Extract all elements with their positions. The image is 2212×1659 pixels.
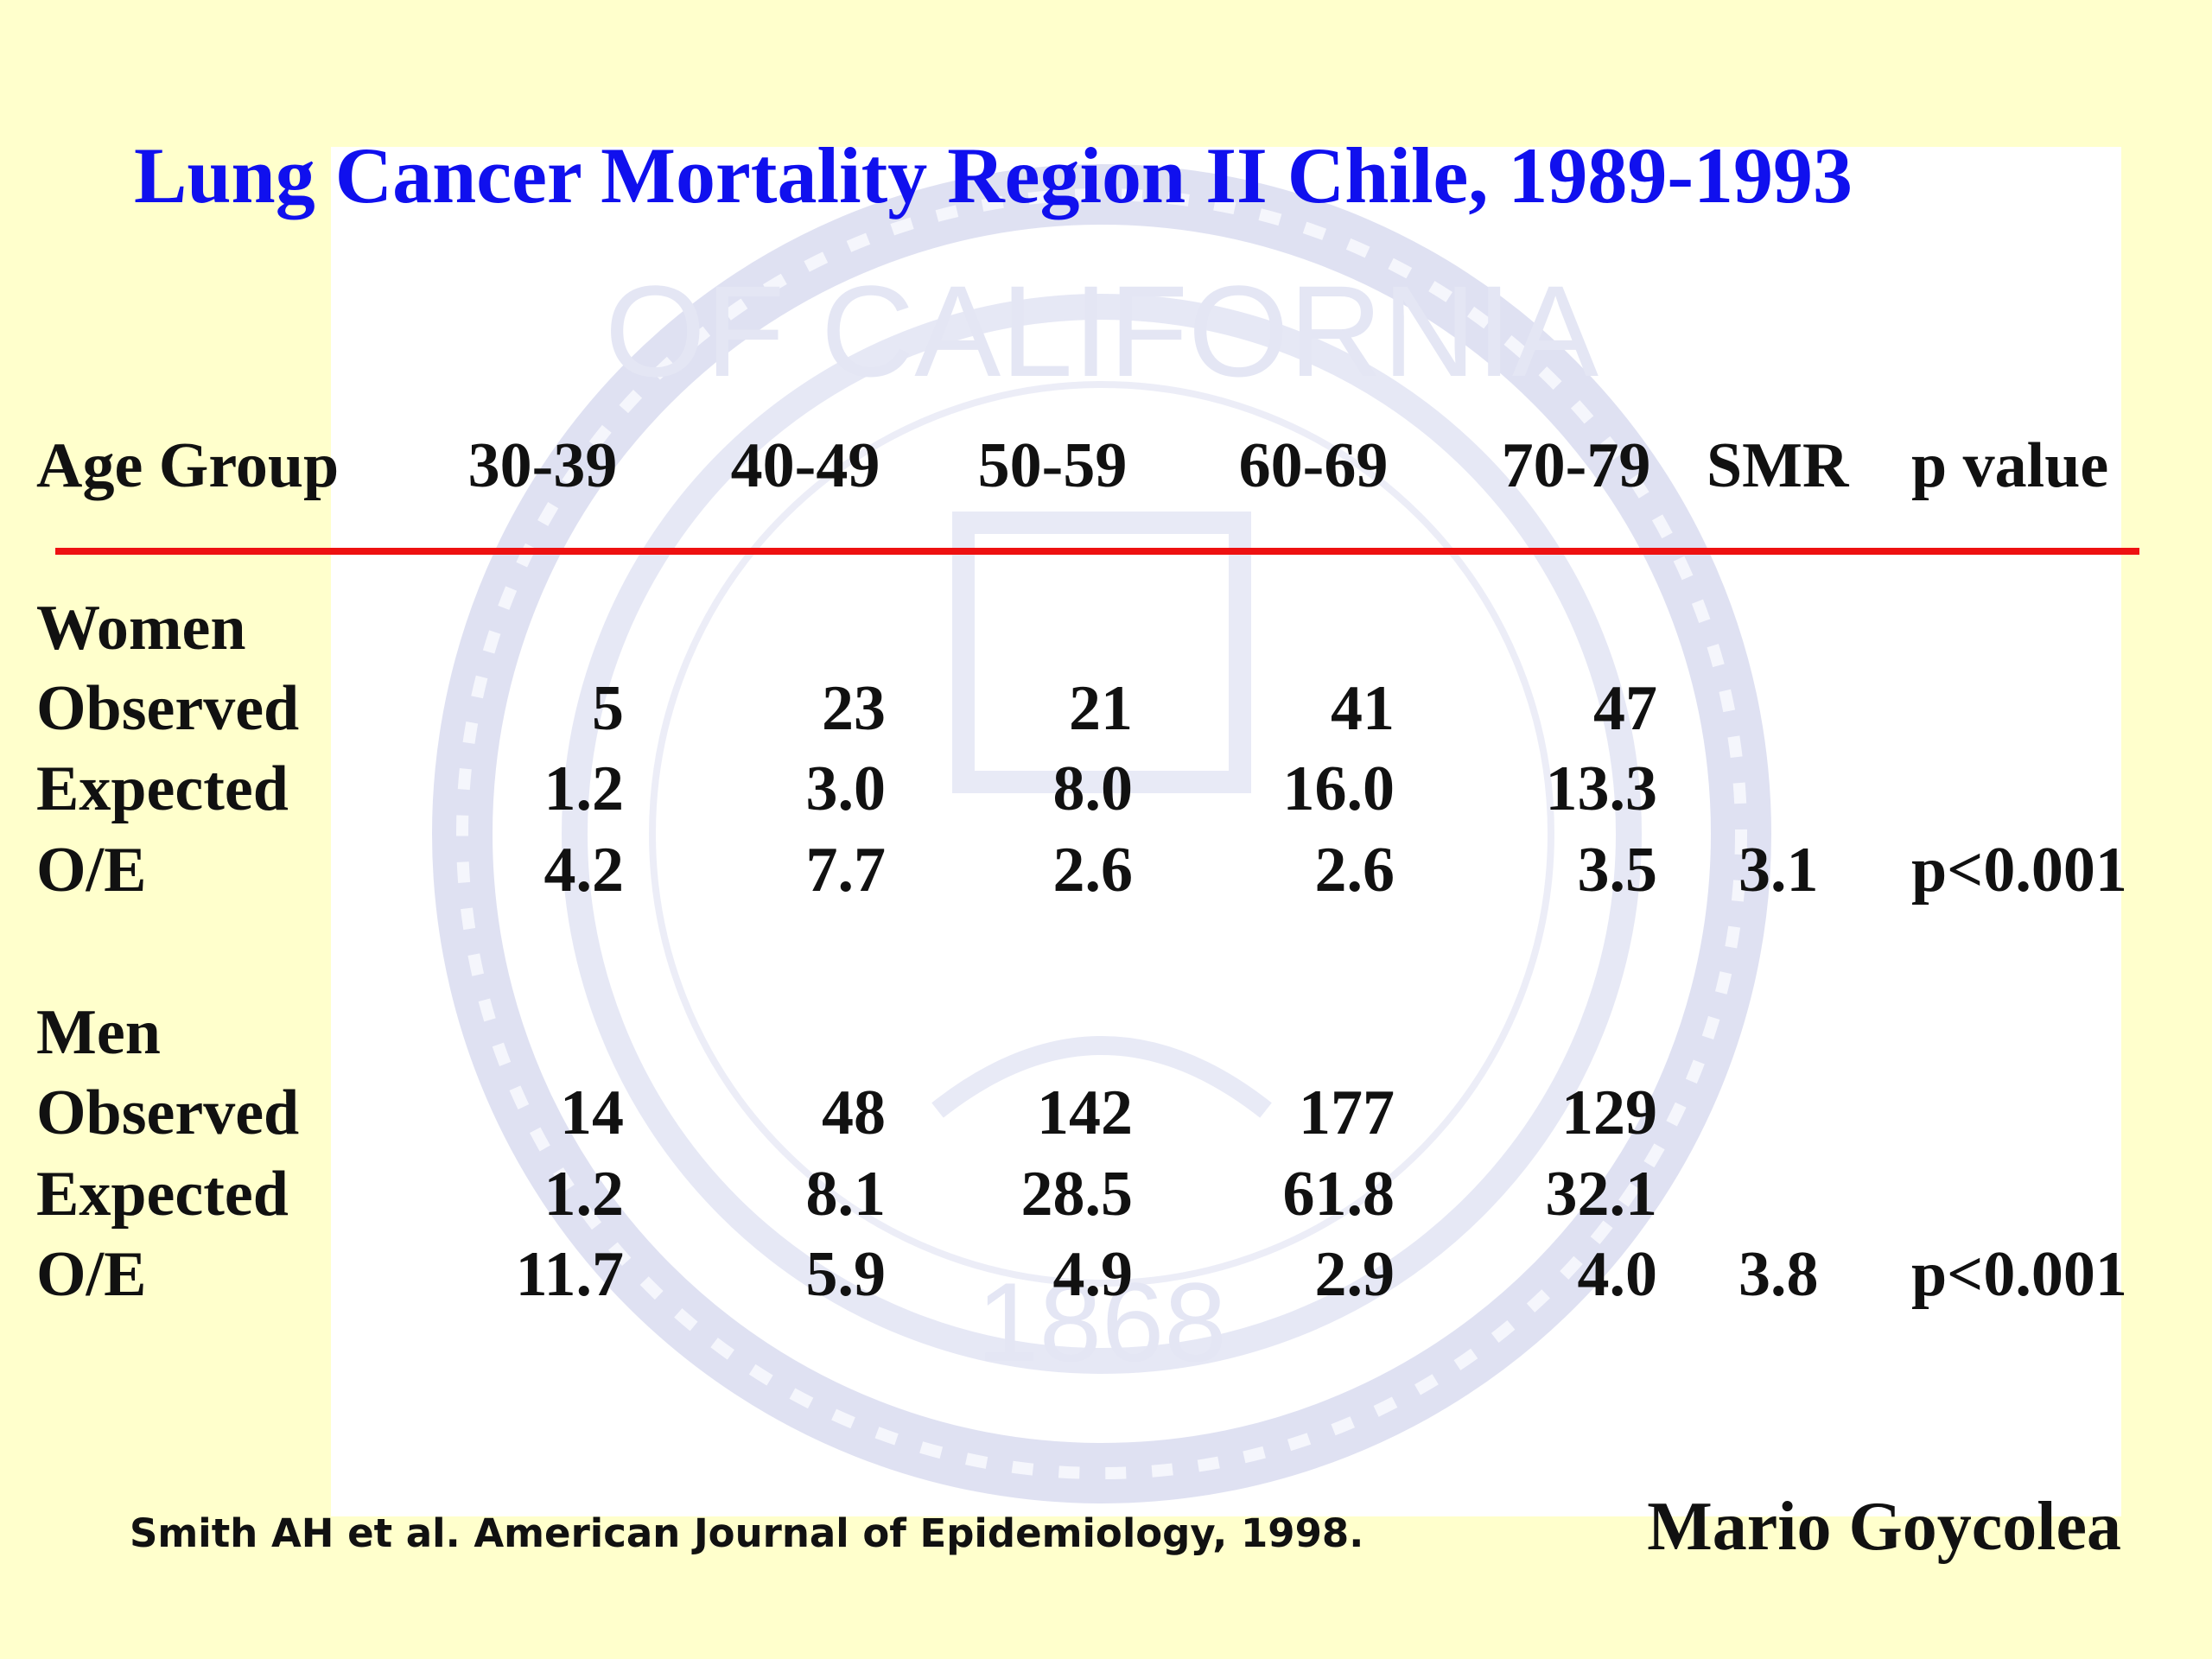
citation: Smith AH et al. American Journal of Epid… — [130, 1510, 1364, 1556]
men-oe-2: 5.9 — [805, 1239, 887, 1310]
women-observed-4: 41 — [1331, 673, 1395, 744]
seal-text-top: OF CALIFORNIA — [605, 258, 1599, 404]
women-oe-3: 2.6 — [1052, 835, 1134, 906]
header-col-4: 60-69 — [1238, 430, 1389, 501]
men-observed-3: 142 — [1037, 1077, 1133, 1148]
men-expected-5: 32.1 — [1545, 1159, 1658, 1230]
header-age-group: Age Group — [36, 430, 340, 501]
women-pvalue: p<0.001 — [1911, 835, 2127, 906]
men-expected-1: 1.2 — [543, 1159, 625, 1230]
men-expected-4: 61.8 — [1282, 1159, 1395, 1230]
men-pvalue: p<0.001 — [1911, 1239, 2127, 1310]
header-col-5: 70-79 — [1501, 430, 1651, 501]
men-expected-3: 28.5 — [1020, 1159, 1134, 1230]
seal-year: 1868 — [976, 1259, 1226, 1385]
women-observed-1: 5 — [592, 673, 624, 744]
men-observed-4: 177 — [1299, 1077, 1395, 1148]
women-expected-4: 16.0 — [1282, 753, 1395, 824]
women-smr: 3.1 — [1738, 835, 1819, 906]
header-pvalue: p value — [1911, 430, 2109, 501]
women-expected-label: Expected — [36, 753, 289, 824]
men-oe-4: 2.9 — [1314, 1239, 1395, 1310]
header-col-3: 50-59 — [977, 430, 1128, 501]
section-women: Women — [36, 593, 246, 664]
women-oe-1: 4.2 — [543, 835, 625, 906]
men-smr: 3.8 — [1738, 1239, 1819, 1310]
women-oe-2: 7.7 — [805, 835, 887, 906]
university-seal-icon: OF CALIFORNIA 1868 — [432, 164, 1771, 1503]
page-title: Lung Cancer Mortality Region II Chile, 1… — [134, 131, 1853, 219]
men-oe-5: 4.0 — [1577, 1239, 1658, 1310]
women-expected-2: 3.0 — [805, 753, 887, 824]
header-smr: SMR — [1707, 430, 1849, 501]
men-observed-5: 129 — [1561, 1077, 1657, 1148]
women-observed-5: 47 — [1593, 673, 1657, 744]
women-oe-5: 3.5 — [1577, 835, 1658, 906]
header-col-2: 40-49 — [730, 430, 880, 501]
women-expected-3: 8.0 — [1052, 753, 1134, 824]
men-expected-label: Expected — [36, 1159, 289, 1230]
women-oe-4: 2.6 — [1314, 835, 1395, 906]
women-observed-label: Observed — [36, 673, 300, 744]
men-oe-label: O/E — [36, 1239, 147, 1310]
men-oe-3: 4.9 — [1052, 1239, 1134, 1310]
men-observed-label: Observed — [36, 1077, 300, 1148]
men-observed-2: 48 — [822, 1077, 886, 1148]
header-rule — [55, 548, 2139, 555]
header-col-1: 30-39 — [467, 430, 618, 501]
women-observed-3: 21 — [1069, 673, 1133, 744]
section-men: Men — [36, 997, 161, 1068]
women-oe-label: O/E — [36, 835, 147, 906]
women-expected-5: 13.3 — [1545, 753, 1658, 824]
women-expected-1: 1.2 — [543, 753, 625, 824]
men-oe-1: 11.7 — [515, 1239, 624, 1310]
author-name: Mario Goycolea — [1647, 1489, 2121, 1565]
men-observed-1: 14 — [560, 1077, 624, 1148]
men-expected-2: 8.1 — [805, 1159, 887, 1230]
women-observed-2: 23 — [822, 673, 886, 744]
